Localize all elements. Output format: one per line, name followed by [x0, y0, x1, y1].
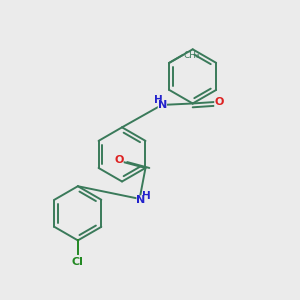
- Text: H: H: [142, 191, 151, 201]
- Text: Cl: Cl: [72, 256, 84, 267]
- Text: N: N: [158, 100, 167, 110]
- Text: CH₃: CH₃: [183, 51, 200, 60]
- Text: N: N: [136, 195, 146, 205]
- Text: H: H: [154, 95, 163, 105]
- Text: O: O: [214, 97, 224, 107]
- Text: O: O: [114, 155, 124, 165]
